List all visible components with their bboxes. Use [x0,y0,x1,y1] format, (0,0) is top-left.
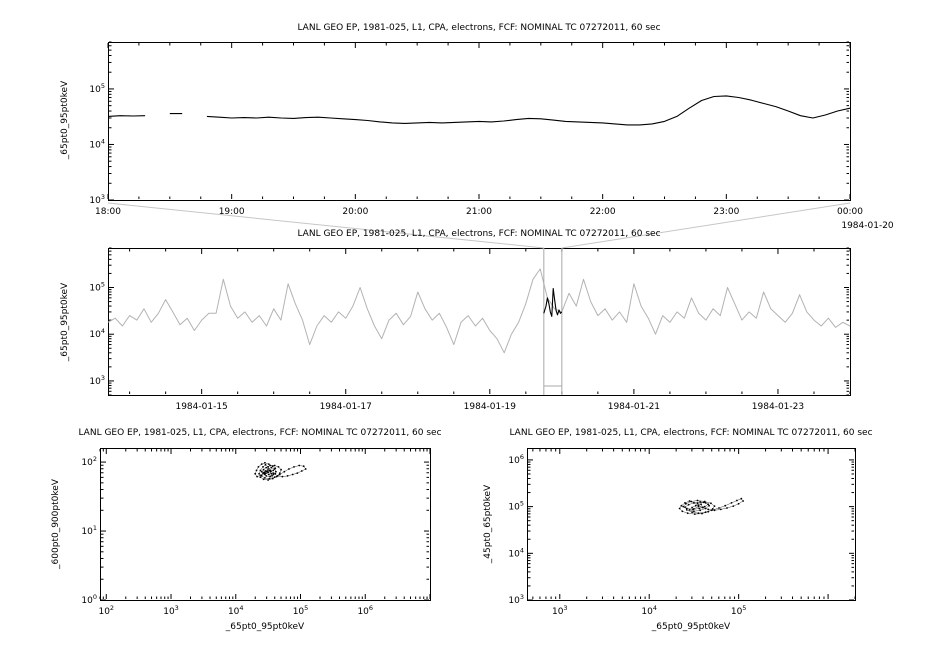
panel-scatter-600-900: 100 101 102 102 103 104 105 106 [81,448,431,617]
tick-label: 22:00 [590,207,616,217]
panel-top-ylabel: _65pt0_95pt0keV [60,80,70,160]
panel-scatter-600-900-area[interactable] [100,448,430,600]
log-tick-label: 104 [89,327,105,340]
panel-scatter-right-title: LANL GEO EP, 1981-025, L1, CPA, electron… [509,428,873,438]
log-tick-label: 105 [89,280,105,293]
tick-label: 00:00 [837,207,863,217]
log-tick-label: 101 [81,524,97,537]
log-tick-label: 105 [731,604,747,617]
log-tick-label: 105 [89,82,105,95]
x-axis-date-label: 1984-01-20 [841,221,894,231]
selection-box[interactable] [543,248,563,395]
panel-scatter-right-ylabel: _45pt0_65pt0keV [483,484,493,564]
panel-context-title: LANL GEO EP, 1981-025, L1, CPA, electron… [297,229,661,239]
log-tick-label: 103 [552,604,568,617]
panel-scatter-45-65-frame [527,448,856,601]
log-tick-label: 106 [508,453,524,466]
zoom-connector-right [561,202,851,249]
tick-label: 1984-01-19 [464,402,517,412]
zoom-connector-left [107,202,544,249]
log-tick-label: 103 [89,193,105,206]
top-series-line [107,95,851,126]
panel-scatter-left-xlabel: _65pt0_95pt0keV [225,622,305,632]
log-tick-label: 104 [228,604,244,617]
log-tick-label: 103 [508,593,524,606]
panel-scatter-45-65-area[interactable] [527,448,855,600]
log-tick-label: 104 [508,546,524,559]
log-tick-label: 105 [508,500,524,513]
log-tick-label: 102 [81,455,97,468]
panel-top-timeseries-frame [108,42,851,201]
tick-label: 18:00 [95,207,121,217]
panel-scatter-left-ylabel: _600pt0_900pt0keV [51,479,61,569]
log-tick-label: 106 [357,604,373,617]
log-tick-label: 104 [89,137,105,150]
panel-context-timeseries: 103 104 105 1984-01-15 1984-01-17 1984-01-19 1… [89,247,851,412]
tick-label: 1984-01-21 [608,402,660,412]
panel-context-ylabel: _65pt0_95pt0keV [60,282,70,362]
log-tick-label: 103 [163,604,179,617]
panel-scatter-right-xlabel: _65pt0_95pt0keV [651,622,731,632]
tick-label: 1984-01-17 [320,402,372,412]
tick-label: 19:00 [219,207,245,217]
plot-area-top[interactable] [108,42,850,200]
log-tick-label: 103 [89,374,105,387]
tick-label: 1984-01-23 [752,402,804,412]
panel-top-title: LANL GEO EP, 1981-025, L1, CPA, electron… [297,23,661,33]
plot-area-context[interactable] [108,248,850,395]
log-tick-label: 105 [293,604,309,617]
context-highlight-line [543,287,563,317]
tick-label: 21:00 [466,207,492,217]
tick-label: 1984-01-15 [175,402,227,412]
tick-label: 23:00 [713,207,739,217]
context-series-line [107,268,851,354]
panel-scatter-left-title: LANL GEO EP, 1981-025, L1, CPA, electron… [78,428,442,438]
panel-scatter-600-900-frame [100,448,431,601]
panel-scatter-45-65: 103 104 105 106 103 104 105 [508,448,856,617]
panel-top-timeseries: 103 104 105 18:00 19:00 20:00 21:00 22:00 23:00 0… [89,41,863,217]
log-tick-label: 104 [641,604,657,617]
log-tick-label: 100 [81,593,97,606]
log-tick-label: 102 [98,604,114,617]
tick-label: 20:00 [342,207,368,217]
